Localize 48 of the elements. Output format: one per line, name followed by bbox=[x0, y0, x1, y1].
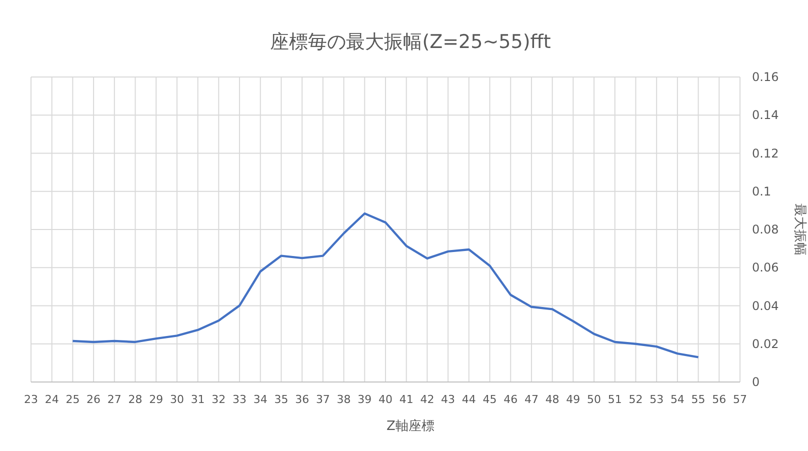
x-tick-label: 42 bbox=[420, 393, 434, 406]
x-tick-label: 55 bbox=[691, 393, 706, 406]
y-tick-label: 0.16 bbox=[752, 70, 779, 84]
x-tick-label: 38 bbox=[336, 393, 351, 406]
x-tick-label: 24 bbox=[44, 393, 59, 406]
x-tick-label: 23 bbox=[24, 393, 38, 406]
x-tick-label: 44 bbox=[462, 393, 476, 406]
x-tick-label: 32 bbox=[212, 393, 226, 406]
y-tick-label: 0 bbox=[752, 375, 760, 389]
x-tick-label: 37 bbox=[316, 393, 330, 406]
x-tick-label: 29 bbox=[149, 393, 164, 406]
x-tick-label: 50 bbox=[587, 393, 602, 406]
y-axis-title: 最大振幅 bbox=[792, 204, 807, 256]
x-tick-label: 33 bbox=[232, 393, 247, 406]
x-tick-label: 41 bbox=[399, 393, 414, 406]
x-tick-label: 46 bbox=[504, 393, 518, 406]
y-tick-label: 0.08 bbox=[752, 222, 779, 236]
x-tick-label: 53 bbox=[650, 393, 664, 406]
y-tick-label: 0.02 bbox=[752, 336, 779, 351]
y-tick-label: 0.14 bbox=[752, 108, 779, 122]
x-tick-label: 54 bbox=[670, 393, 684, 406]
y-tick-label: 0.12 bbox=[752, 146, 779, 160]
x-tick-label: 25 bbox=[66, 393, 80, 406]
x-tick-label: 52 bbox=[628, 393, 643, 406]
x-tick-label: 30 bbox=[170, 393, 184, 406]
x-tick-label: 34 bbox=[253, 393, 268, 406]
x-tick-label: 26 bbox=[86, 393, 101, 406]
y-tick-label: 0.1 bbox=[752, 184, 772, 198]
x-tick-label: 40 bbox=[378, 393, 392, 406]
x-tick-label: 43 bbox=[441, 393, 456, 406]
x-tick-label: 57 bbox=[733, 393, 747, 406]
x-axis-title: Z軸座標 bbox=[386, 418, 434, 434]
x-tick-label: 51 bbox=[608, 393, 622, 406]
x-tick-label: 56 bbox=[712, 393, 726, 406]
x-tick-label: 35 bbox=[274, 393, 288, 406]
x-tick-label: 27 bbox=[107, 393, 122, 406]
x-tick-label: 45 bbox=[482, 393, 497, 406]
x-tick-label: 48 bbox=[545, 393, 560, 406]
line-series bbox=[72, 212, 700, 358]
x-tick-label: 28 bbox=[128, 393, 142, 406]
y-tick-label: 0.06 bbox=[752, 260, 779, 275]
x-tick-label: 49 bbox=[566, 393, 580, 406]
x-tick-label: 47 bbox=[524, 393, 538, 406]
x-tick-label: 36 bbox=[295, 393, 310, 406]
x-tick-label: 39 bbox=[358, 393, 372, 406]
x-tick-label: 31 bbox=[190, 393, 205, 406]
y-tick-label: 0.04 bbox=[752, 298, 779, 313]
chart-title: 座標毎の最大振幅(Z=25~55)fft bbox=[270, 31, 551, 53]
